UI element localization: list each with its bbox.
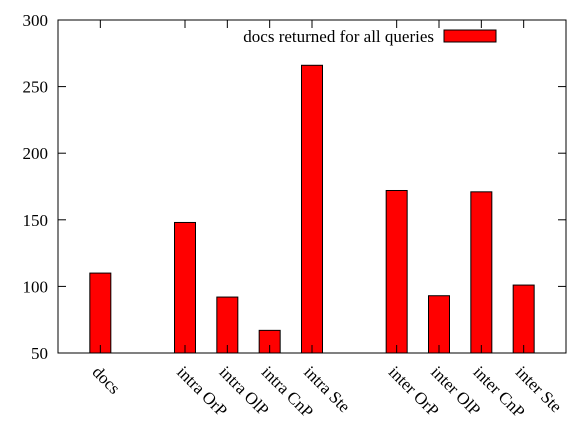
bar [428, 295, 450, 354]
y-axis: 50 100 150 200 250 300 [23, 11, 566, 363]
legend-label: docs returned for all queries [243, 27, 434, 46]
y-tick-label: 200 [23, 144, 49, 163]
legend: docs returned for all queries [243, 27, 497, 46]
bar [470, 191, 493, 354]
y-tick-label: 250 [23, 78, 49, 97]
bar [216, 296, 239, 354]
bars [89, 64, 535, 354]
bar [385, 189, 408, 354]
bar [174, 221, 196, 354]
legend-swatch [443, 29, 497, 43]
y-tick-label: 50 [31, 344, 48, 363]
bar [89, 272, 112, 354]
y-tick-label: 150 [23, 211, 49, 230]
bar [512, 284, 535, 354]
y-tick-label: 300 [23, 11, 49, 30]
x-tick-label: docs [89, 362, 124, 397]
bar [301, 64, 323, 354]
y-tick-label: 100 [23, 277, 49, 296]
